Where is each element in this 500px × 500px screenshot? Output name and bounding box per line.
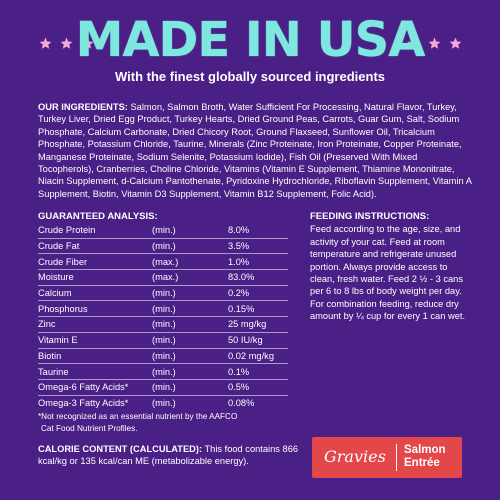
feeding-text: Feed according to the age, size, and act… [310, 224, 466, 322]
nutrient-value: 83.0% [228, 272, 255, 283]
table-row: Zinc (min.) 25 mg/kg [38, 317, 288, 333]
badge-divider [396, 444, 397, 471]
table-row: Crude Protein (min.) 8.0% [38, 223, 288, 239]
footnote-line: *Not recognized as an essential nutrient… [38, 412, 238, 421]
header: MADE IN USA With the finest globally sou… [0, 0, 500, 90]
star-icon [428, 37, 441, 50]
nutrient-basis: (min.) [152, 335, 176, 346]
nutrient-name: Crude Protein [38, 225, 96, 236]
nutrient-value: 0.5% [228, 382, 250, 393]
nutrient-value: 8.0% [228, 225, 250, 236]
calorie-label: CALORIE CONTENT (CALCULATED): [38, 444, 203, 454]
nutrient-basis: (min.) [152, 288, 176, 299]
nutrient-basis: (min.) [152, 397, 176, 408]
guaranteed-analysis-table: Crude Protein (min.) 8.0% Crude Fat (min.) 3.… [38, 223, 288, 410]
nutrient-basis: (min.) [152, 225, 176, 236]
nutrient-value: 0.15% [228, 303, 255, 314]
nutrient-basis: (min.) [152, 303, 176, 314]
badge-product-line: Entrée [404, 457, 440, 469]
ingredients-block: OUR INGREDIENTS: Salmon, Salmon Broth, W… [38, 101, 473, 200]
nutrient-basis: (max.) [152, 272, 179, 283]
star-icon [407, 37, 420, 50]
nutrient-value: 0.2% [228, 288, 250, 299]
ingredients-text: Salmon, Salmon Broth, Water Sufficient F… [38, 102, 472, 199]
nutrient-name: Moisture [38, 272, 74, 283]
badge-product-name: Salmon Entrée [404, 444, 446, 470]
table-row: Calcium (min.) 0.2% [38, 286, 288, 302]
calorie-text: This food contains 866 kcal/kg or 135 kc… [38, 444, 299, 467]
nutrient-value: 1.0% [228, 256, 250, 267]
nutrient-name: Taurine [38, 366, 69, 377]
nutrient-basis: (min.) [152, 319, 176, 330]
star-icon [449, 37, 462, 50]
table-row: Crude Fiber (max.) 1.0% [38, 254, 288, 271]
nutrient-value: 3.5% [228, 241, 250, 252]
table-row: Taurine (min.) 0.1% [38, 364, 288, 380]
badge-product-line: Salmon [404, 444, 446, 456]
footnote-line: Cat Food Nutrient Profiles. [41, 424, 138, 434]
nutrient-name: Calcium [38, 288, 72, 299]
nutrient-value: 50 IU/kg [228, 335, 263, 346]
nutrient-name: Phosphorus [38, 303, 88, 314]
table-row: Phosphorus (min.) 0.15% [38, 301, 288, 318]
nutrient-basis: (max.) [152, 256, 179, 267]
footnote: *Not recognized as an essential nutrient… [38, 411, 298, 436]
table-row: Vitamin E (min.) 50 IU/kg [38, 333, 288, 349]
nutrient-value: 25 mg/kg [228, 319, 267, 330]
table-row: Omega-3 Fatty Acids* (min.) 0.08% [38, 396, 288, 411]
ingredients-label: OUR INGREDIENTS: [38, 102, 128, 112]
table-row: Biotin (min.) 0.02 mg/kg [38, 349, 288, 365]
nutrient-name: Omega-3 Fatty Acids* [38, 397, 129, 408]
feeding-heading: FEEDING INSTRUCTIONS: [310, 211, 430, 222]
nutrient-value: 0.1% [228, 366, 250, 377]
badge-script-label: Gravies [324, 447, 386, 466]
nutrient-basis: (min.) [152, 350, 176, 361]
table-row: Omega-6 Fatty Acids* (min.) 0.5% [38, 380, 288, 396]
nutrient-name: Crude Fat [38, 241, 80, 252]
table-row: Moisture (max.) 83.0% [38, 270, 288, 286]
nutrient-name: Zinc [38, 319, 56, 330]
nutrient-basis: (min.) [152, 366, 176, 377]
nutrient-value: 0.08% [228, 397, 255, 408]
guaranteed-analysis-heading: GUARANTEED ANALYSIS: [38, 211, 158, 222]
feeding-instructions: FEEDING INSTRUCTIONS: Feed according to … [310, 211, 470, 323]
star-icon [81, 37, 94, 50]
star-icon [39, 37, 52, 50]
page-subtitle: With the finest globally sourced ingredi… [114, 69, 386, 84]
nutrient-name: Omega-6 Fatty Acids* [38, 382, 129, 393]
star-icon [60, 37, 73, 50]
nutrient-name: Biotin [38, 350, 62, 361]
nutrient-basis: (min.) [152, 382, 176, 393]
page-title: MADE IN USA [75, 12, 426, 68]
product-badge: Gravies Salmon Entrée [312, 437, 462, 478]
nutrient-name: Vitamin E [38, 335, 78, 346]
nutrient-name: Crude Fiber [38, 256, 88, 267]
calorie-content: CALORIE CONTENT (CALCULATED): This food … [38, 443, 303, 468]
table-row: Crude Fat (min.) 3.5% [38, 239, 288, 255]
nutrient-basis: (min.) [152, 241, 176, 252]
nutrient-value: 0.02 mg/kg [228, 350, 274, 361]
